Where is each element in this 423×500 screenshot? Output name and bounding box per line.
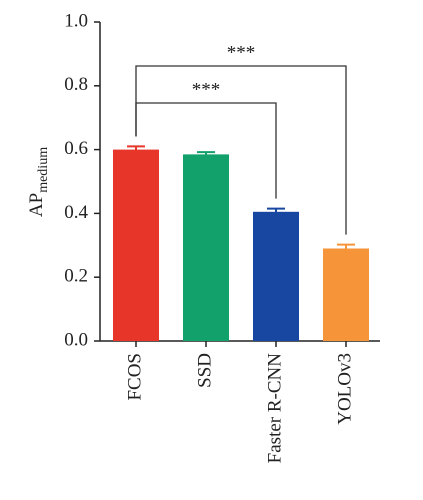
bar	[253, 211, 299, 341]
y-tick-label: 0.8	[64, 74, 88, 95]
bar	[323, 248, 369, 341]
bar	[183, 154, 229, 341]
x-tick-label: SSD	[194, 353, 215, 388]
significance-label: ***	[192, 79, 221, 100]
y-tick-label: 0.6	[64, 138, 88, 159]
y-tick-label: 1.0	[64, 10, 88, 31]
x-tick-label: Faster R-CNN	[264, 353, 285, 464]
y-axis-title: APmedium	[26, 147, 51, 217]
x-tick-label: FCOS	[124, 353, 145, 401]
y-axis-title-main: AP	[26, 193, 47, 217]
y-axis-title-subscript: medium	[36, 147, 51, 193]
x-tick-label: YOLOv3	[334, 353, 355, 425]
significance-bracket	[135, 65, 347, 235]
y-tick-label: 0.4	[64, 202, 88, 223]
significance-label: ***	[227, 42, 256, 63]
bar	[113, 149, 159, 341]
y-tick-label: 0.2	[64, 266, 88, 287]
y-tick-label: 0.0	[64, 329, 88, 350]
